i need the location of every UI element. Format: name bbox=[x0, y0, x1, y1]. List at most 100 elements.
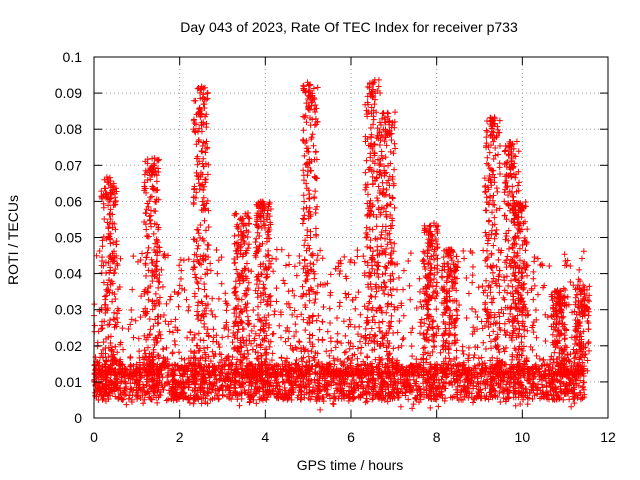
data-point bbox=[207, 358, 214, 365]
data-point bbox=[300, 172, 307, 179]
data-point bbox=[479, 283, 486, 290]
data-point bbox=[482, 346, 489, 353]
data-point bbox=[463, 275, 470, 282]
data-point bbox=[286, 261, 293, 268]
data-point bbox=[535, 291, 542, 298]
data-point bbox=[394, 329, 401, 336]
data-point bbox=[409, 353, 416, 360]
data-point bbox=[312, 231, 319, 238]
data-point bbox=[99, 325, 106, 332]
data-point bbox=[291, 263, 298, 270]
data-point bbox=[244, 347, 251, 354]
data-point bbox=[178, 355, 185, 362]
data-point bbox=[203, 392, 210, 399]
data-point bbox=[105, 224, 112, 231]
data-point bbox=[405, 258, 412, 265]
data-point bbox=[580, 248, 587, 255]
data-point bbox=[389, 194, 396, 201]
data-point bbox=[329, 400, 336, 407]
data-point bbox=[301, 256, 308, 263]
data-point bbox=[158, 266, 165, 273]
data-point bbox=[145, 244, 152, 251]
data-point bbox=[269, 350, 276, 357]
data-point bbox=[376, 324, 383, 331]
data-point bbox=[369, 226, 376, 233]
data-point bbox=[301, 212, 308, 219]
data-point bbox=[410, 401, 417, 408]
data-point bbox=[250, 307, 257, 314]
data-point bbox=[204, 95, 211, 102]
data-point bbox=[194, 342, 201, 349]
data-point bbox=[136, 348, 143, 355]
data-point bbox=[183, 296, 190, 303]
data-point bbox=[256, 396, 263, 403]
data-point bbox=[163, 344, 170, 351]
data-point bbox=[311, 376, 318, 383]
data-point bbox=[372, 356, 379, 363]
data-point bbox=[197, 234, 204, 241]
data-point bbox=[146, 216, 153, 223]
data-point bbox=[140, 381, 147, 388]
data-point bbox=[216, 344, 223, 351]
data-point bbox=[433, 283, 440, 290]
data-point bbox=[396, 317, 403, 324]
data-point bbox=[271, 308, 278, 315]
data-point bbox=[281, 280, 288, 287]
data-point bbox=[368, 325, 375, 332]
data-point bbox=[334, 315, 341, 322]
data-point bbox=[257, 299, 264, 306]
data-point bbox=[160, 386, 167, 393]
data-point bbox=[300, 127, 307, 134]
data-point bbox=[465, 290, 472, 297]
data-point bbox=[282, 338, 289, 345]
data-point bbox=[204, 241, 211, 248]
data-point bbox=[422, 378, 429, 385]
data-point bbox=[393, 286, 400, 293]
data-point bbox=[273, 298, 280, 305]
data-point bbox=[185, 384, 192, 391]
data-point bbox=[307, 122, 314, 129]
data-point bbox=[388, 292, 395, 299]
data-point bbox=[407, 250, 414, 257]
data-point bbox=[233, 266, 240, 273]
data-point bbox=[135, 335, 142, 342]
data-point bbox=[540, 357, 547, 364]
data-point bbox=[370, 248, 377, 255]
data-point bbox=[361, 258, 368, 265]
data-point bbox=[469, 272, 476, 279]
data-point bbox=[204, 344, 211, 351]
data-point bbox=[309, 332, 316, 339]
data-point bbox=[319, 336, 326, 343]
data-point bbox=[542, 338, 549, 345]
data-point bbox=[341, 253, 348, 260]
data-point bbox=[203, 292, 210, 299]
data-point bbox=[185, 256, 192, 263]
data-point bbox=[146, 316, 153, 323]
data-point bbox=[416, 275, 423, 282]
data-point bbox=[99, 237, 106, 244]
data-point bbox=[185, 303, 192, 310]
data-point bbox=[544, 395, 551, 402]
data-point bbox=[248, 268, 255, 275]
data-point bbox=[567, 263, 574, 270]
data-point bbox=[148, 193, 155, 200]
data-point bbox=[244, 313, 251, 320]
data-point bbox=[571, 400, 578, 407]
data-point bbox=[324, 328, 331, 335]
data-point bbox=[486, 332, 493, 339]
data-point bbox=[301, 152, 308, 159]
data-point bbox=[351, 259, 358, 266]
data-point bbox=[153, 178, 160, 185]
data-point bbox=[308, 167, 315, 174]
data-point bbox=[336, 270, 343, 277]
data-point bbox=[252, 379, 259, 386]
data-point bbox=[151, 207, 158, 214]
data-point bbox=[156, 328, 163, 335]
data-point bbox=[167, 293, 174, 300]
data-point bbox=[285, 335, 292, 342]
data-point bbox=[191, 293, 198, 300]
data-point bbox=[246, 241, 253, 248]
data-point bbox=[319, 255, 326, 262]
data-point bbox=[453, 347, 460, 354]
data-point bbox=[344, 355, 351, 362]
